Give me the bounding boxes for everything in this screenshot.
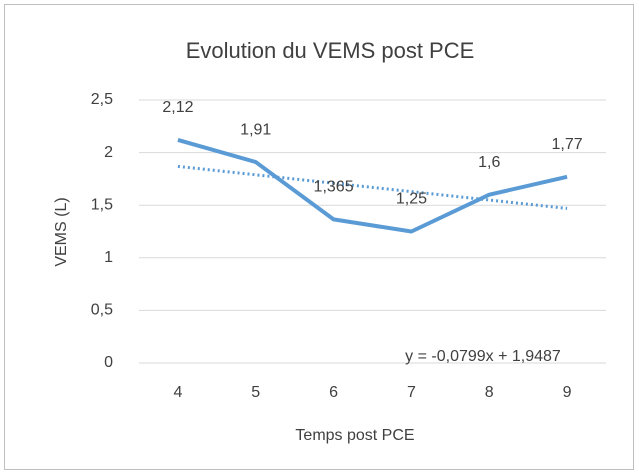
y-tick-label: 0,5 (91, 302, 113, 319)
y-tick-label: 1,5 (91, 196, 113, 213)
x-tick-label: 5 (251, 384, 260, 401)
chart-title: Evolution du VEMS post PCE (186, 38, 475, 63)
data-label: 1,77 (552, 136, 583, 153)
y-axis-label: VEMS (L) (53, 197, 70, 266)
y-tick-label: 1 (104, 249, 113, 266)
data-label: 2,12 (162, 99, 193, 116)
trendline-equation: y = -0,0799x + 1,9487 (405, 348, 561, 365)
data-label: 1,25 (396, 191, 427, 208)
x-tick-label: 7 (407, 384, 416, 401)
data-label: 1,91 (240, 121, 271, 138)
data-label: 1,6 (478, 154, 500, 171)
x-tick-label: 4 (173, 384, 182, 401)
y-tick-label: 0 (104, 354, 113, 371)
x-tick-label: 6 (329, 384, 338, 401)
trendline (177, 164, 568, 210)
x-tick-label: 9 (563, 384, 572, 401)
y-tick-label: 2 (104, 144, 113, 161)
chart-border (4, 4, 634, 470)
x-tick-label: 8 (485, 384, 494, 401)
x-axis-label: Temps post PCE (295, 427, 414, 444)
y-tick-label: 2,5 (91, 91, 113, 108)
data-label: 1,365 (314, 179, 354, 196)
data-line (177, 138, 568, 234)
